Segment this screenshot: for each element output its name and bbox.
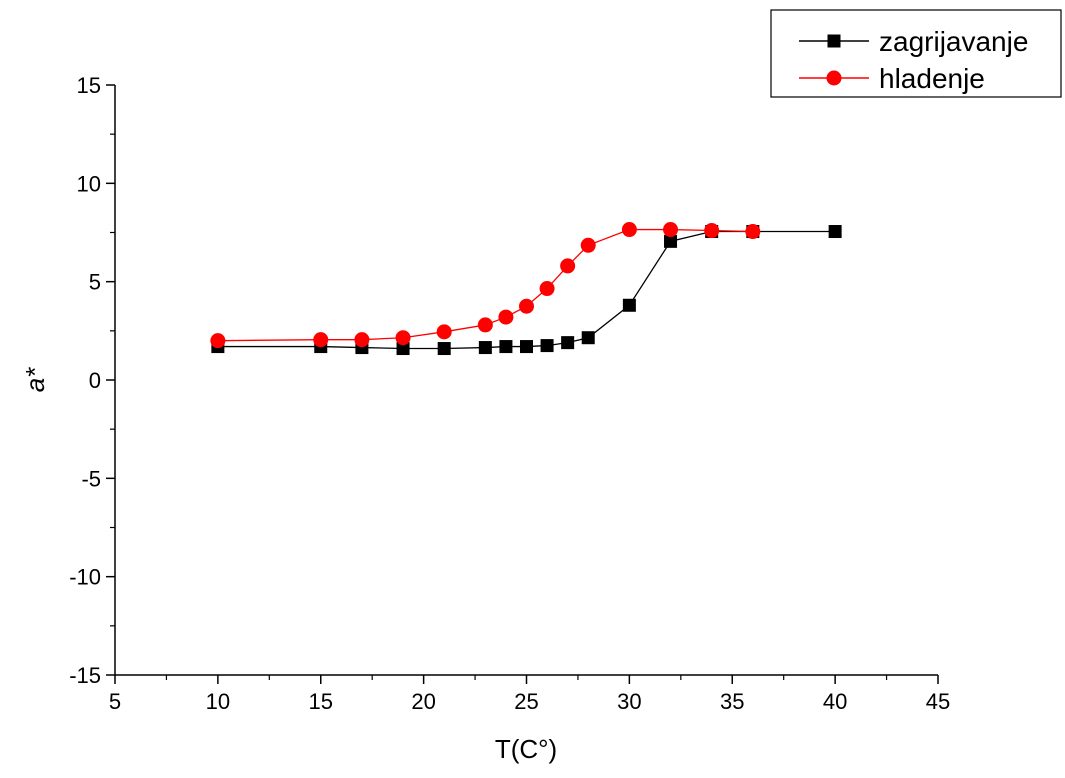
data-point [580,237,596,253]
x-tick-label: 15 [309,689,333,714]
data-point [395,330,411,346]
data-point [436,324,452,340]
y-tick-label: 0 [89,368,101,393]
y-tick-label: -5 [81,466,101,491]
y-axis-title: a* [20,367,50,392]
data-point [478,341,492,355]
x-tick-label: 30 [617,689,641,714]
data-point [622,298,636,312]
data-point [539,281,555,297]
data-point [499,340,513,354]
data-point [354,332,370,348]
series-zagrijavanje [211,225,842,356]
data-point [704,223,720,239]
axes: 5 10 15 20 25 30 35 40 45 -15 -10 -5 0 5 10 15 [69,73,950,714]
data-point [560,258,576,274]
data-point [663,222,679,238]
x-axis-title: T(C°) [495,734,557,764]
data-point [745,224,761,240]
x-tick-label: 45 [926,689,950,714]
data-point [664,234,678,248]
y-tick-label: 15 [77,73,101,98]
legend-marker [827,34,841,48]
data-point [396,342,410,356]
legend-box [770,9,1062,98]
y-tick-label: 5 [89,270,101,295]
data-point [313,332,329,348]
legend: zagrijavanje hladenje [770,9,1062,98]
y-tick-label: -10 [69,565,101,590]
data-point [437,342,451,356]
data-point [561,336,575,350]
x-tick-label: 25 [514,689,538,714]
y-tick-label: 10 [77,171,101,196]
legend-marker [826,70,842,86]
data-point [519,298,534,314]
data-point [540,339,554,353]
data-point [210,333,226,349]
x-tick-label: 10 [206,689,230,714]
legend-label: zagrijavanje [879,26,1028,57]
x-tick-label: 5 [109,689,121,714]
data-point [498,309,514,325]
data-point [520,340,533,354]
data-point [581,331,595,345]
series-layer [210,222,842,356]
legend-label: hladenje [879,63,985,94]
x-tick-label: 40 [823,689,847,714]
series-line [217,230,836,350]
data-point [621,222,637,238]
data-point [477,317,493,333]
y-tick-label: -15 [69,663,101,688]
x-tick-label: 20 [411,689,435,714]
series-hladenje [210,222,761,349]
data-point [828,225,842,239]
x-tick-label: 35 [720,689,744,714]
